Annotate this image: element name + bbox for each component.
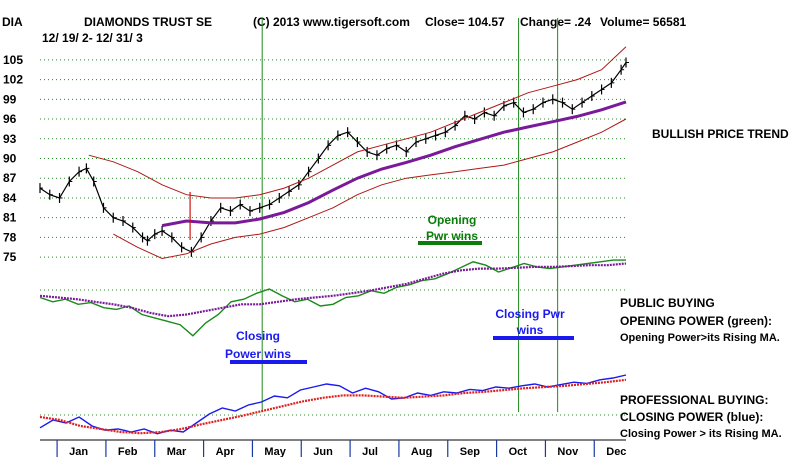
annotation-2-line1: Closing [236, 329, 280, 343]
date-range: 12/ 19/ 2- 12/ 31/ 3 [42, 31, 143, 45]
opening-power-line [39, 259, 626, 337]
closing-power-note: Closing Power > its Rising MA. [620, 428, 782, 440]
month-label-oct: Oct [509, 446, 528, 457]
opening-power-legend: OPENING POWER (green): [620, 314, 772, 328]
month-label-jul: Jul [362, 446, 378, 457]
month-label-dec: Dec [606, 446, 626, 457]
security-name: DIAMONDS TRUST SE [84, 15, 212, 29]
y-tick-label: 93 [3, 132, 17, 146]
volume-value: Volume= 56581 [600, 15, 686, 29]
month-label-feb: Feb [118, 446, 138, 457]
month-label-jan: Jan [69, 446, 88, 457]
month-label-mar: Mar [167, 446, 187, 457]
y-tick-label: 105 [3, 53, 23, 67]
indicator-series [39, 259, 627, 435]
lower-band-line [113, 118, 627, 260]
y-tick-label: 99 [3, 92, 17, 106]
month-label-jun: Jun [313, 446, 333, 457]
public-buying-title: PUBLIC BUYING [620, 296, 715, 310]
professional-buying-title: PROFESSIONAL BUYING: [620, 393, 768, 407]
annotation-3-line2: wins [516, 323, 544, 337]
month-label-may: May [264, 446, 286, 457]
x-axis: Jan Feb Mar Apr May Jun Jul Aug Sep Oct Nov Dec [40, 439, 626, 457]
annotations: Opening Pwr wins Closing Power wins Closing … [225, 213, 574, 364]
annotation-1-line1: Opening [428, 213, 477, 227]
y-tick-label: 87 [3, 171, 17, 185]
y-tick-label: 102 [3, 73, 23, 87]
y-tick-label: 96 [3, 112, 17, 126]
y-tick-label: 81 [3, 211, 17, 225]
copyright: (C) 2013 www.tigersoft.com [253, 15, 410, 29]
annotation-3-line1: Closing Pwr [495, 307, 565, 321]
gridlines [40, 59, 625, 416]
y-tick-label: 78 [3, 230, 17, 244]
annotation-1-line2: Pwr wins [426, 229, 478, 243]
y-tick-label: 75 [3, 250, 17, 264]
closing-power-line [39, 374, 627, 435]
signal-lines [261, 18, 559, 412]
close-value: Close= 104.57 [425, 15, 505, 29]
closing-power-ma-line [39, 378, 627, 435]
upper-band-line [88, 46, 627, 199]
opening-power-note: Opening Power>its Rising MA. [620, 332, 780, 344]
month-label-nov: Nov [557, 446, 579, 457]
price-series [39, 46, 629, 260]
y-tick-label: 84 [3, 191, 17, 205]
annotation-2-line2: Power wins [225, 347, 291, 361]
month-label-apr: Apr [216, 446, 236, 457]
y-tick-label: 90 [3, 152, 17, 166]
symbol-label: DIA [2, 15, 23, 29]
change-value: Change= .24 [520, 15, 591, 29]
trend-label: BULLISH PRICE TREND [652, 127, 789, 141]
month-label-sep: Sep [460, 446, 480, 457]
closing-power-legend: CLOSING POWER (blue): [620, 410, 763, 424]
moving-average-line [161, 100, 627, 228]
price-line [39, 62, 627, 253]
y-axis-ticks: 75 78 81 84 87 90 93 96 99 102 105 [3, 53, 23, 264]
month-label-aug: Aug [411, 446, 432, 457]
